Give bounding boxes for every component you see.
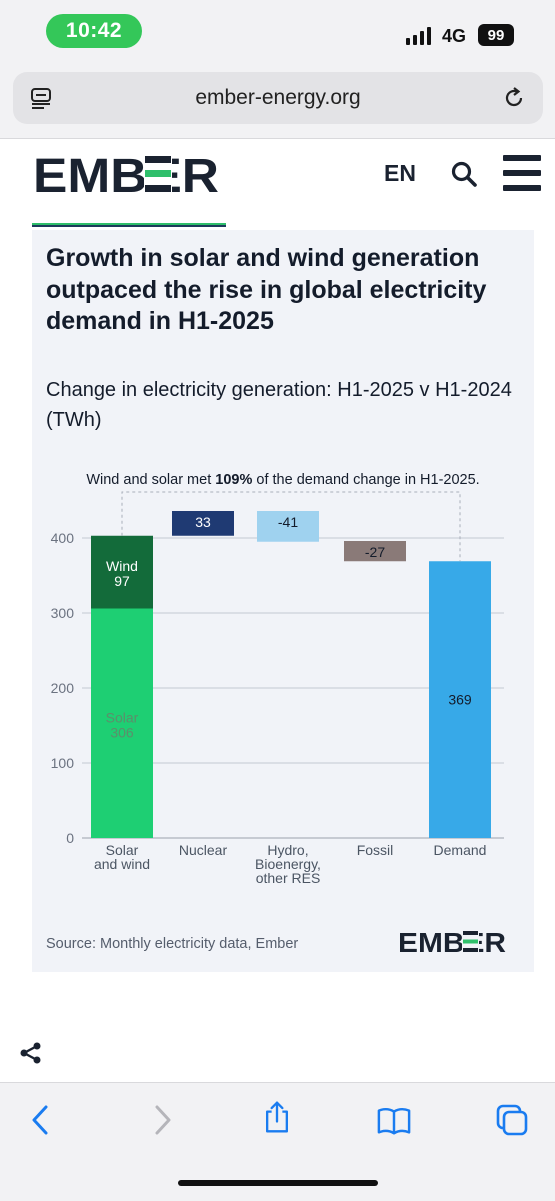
battery-level: 99 [487,26,505,44]
header-accent-underline [32,225,226,227]
tabs-icon[interactable] [495,1103,529,1137]
y-tick-label: 100 [51,755,75,771]
ember-logo[interactable]: EMBER [33,152,219,196]
segment-name-label: Solar [106,709,139,725]
data-label: -27 [365,544,385,560]
bar-solar [91,608,153,838]
logo-small-text: EMBER [398,928,506,954]
x-category-label: Bioenergy, [255,856,321,872]
data-label: 33 [195,514,211,530]
ember-logo-small[interactable]: EMBER [398,928,506,954]
hamburger-menu-icon[interactable] [503,155,541,191]
home-indicator [178,1180,378,1186]
data-label: 369 [448,692,472,708]
bar-wind [91,535,153,609]
battery-icon: 99 [478,24,514,46]
y-tick-label: 300 [51,605,75,621]
annotation-text: Wind and solar met [86,472,215,488]
segment-name-label: Wind [106,558,138,574]
annotation-text: of the demand change in H1-2025. [252,472,479,488]
language-selector[interactable]: EN [384,160,416,186]
x-category-label: Solar [106,842,139,858]
reload-icon[interactable] [501,85,527,111]
back-icon[interactable] [24,1103,58,1137]
bar-chart: Wind and solar met 109% of the demand ch… [51,472,504,886]
x-category-label: Hydro, [267,842,308,858]
logo-text: EMBER [33,152,219,196]
y-tick-label: 200 [51,680,75,696]
status-time[interactable]: 10:42 [46,14,142,48]
y-tick-label: 400 [51,530,75,546]
forward-icon[interactable] [145,1103,179,1137]
x-category-label: and wind [94,856,150,872]
y-tick-label: 0 [66,830,74,846]
x-category-label: Nuclear [179,842,228,858]
bar-segment [344,541,406,562]
x-category-label: Demand [434,842,487,858]
source-note: Source: Monthly electricity data, Ember [46,936,299,952]
data-label: 97 [114,573,130,589]
chart-annotation: Wind and solar met 109% of the demand ch… [86,472,479,488]
address-bar[interactable]: ember-energy.org [13,72,543,124]
data-label: 306 [110,724,134,740]
connector-line [121,491,461,562]
card-title: Growth in solar and wind generation outp… [46,244,487,335]
data-label: -41 [278,514,298,530]
browser-address-area: ember-energy.org [0,62,555,139]
url-text[interactable]: ember-energy.org [195,86,361,109]
x-category-label: other RES [256,870,321,886]
card-subtitle: Change in electricity generation: H1-202… [46,379,512,431]
bar-segment [257,511,319,542]
bookmarks-icon[interactable] [377,1104,411,1138]
site-header [0,139,555,229]
bar-segment [429,561,491,838]
share-icon[interactable] [19,1041,43,1065]
bar-segment [172,511,234,536]
share-sheet-icon[interactable] [260,1100,294,1134]
signal-strength-icon [406,27,434,45]
annotation-highlight: 109% [215,472,252,488]
search-icon[interactable] [450,160,478,188]
status-bar: 10:42 4G 99 [0,0,555,62]
network-type: 4G [442,26,467,46]
x-category-label: Fossil [357,842,394,858]
page-menu-icon[interactable] [29,86,53,110]
